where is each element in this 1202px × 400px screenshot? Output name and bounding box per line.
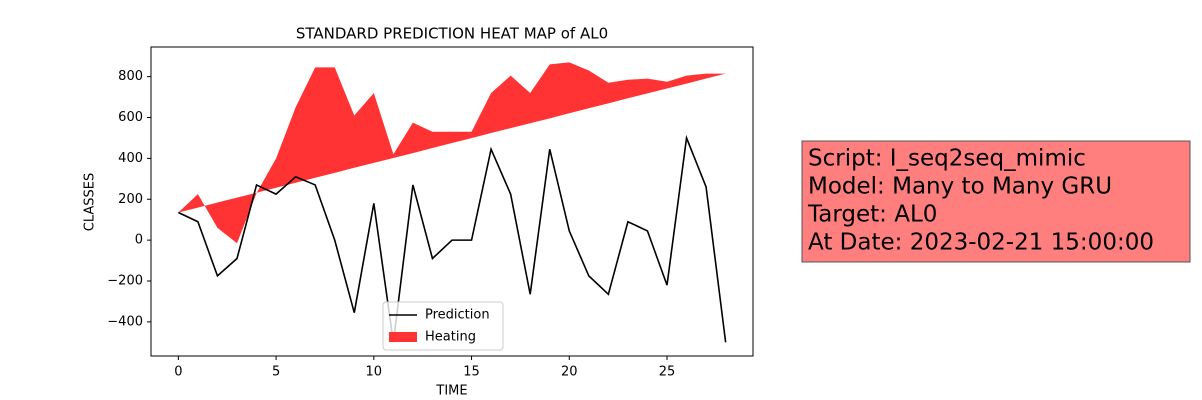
- y-tick-label: 400: [118, 151, 143, 166]
- plot-frame: [150, 46, 754, 357]
- y-axis-label: CLASSES: [83, 173, 98, 231]
- line: [178, 134, 727, 343]
- x-tick-label: 0: [174, 365, 182, 380]
- info-line: Target: AL0: [807, 202, 937, 228]
- info-line: At Date: 2023-02-21 15:00:00: [808, 230, 1154, 256]
- chart-title: STANDARD PREDICTION HEAT MAP of AL0: [296, 25, 608, 43]
- x-tick-label: 15: [463, 365, 480, 380]
- legend-label: Heating: [425, 330, 476, 345]
- y-tick-label: 600: [118, 110, 143, 125]
- info-line: Model: Many to Many GRU: [808, 174, 1112, 200]
- area: [178, 62, 726, 244]
- info-line: Script: I_seq2seq_mimic: [808, 146, 1086, 172]
- y-tick-label: 800: [118, 69, 143, 84]
- y-tick-label: −400: [107, 314, 143, 329]
- y-tick-label: −200: [107, 273, 143, 288]
- legend-swatch: [389, 332, 417, 342]
- x-axis-label: TIME: [435, 384, 467, 399]
- x-tick-label: 10: [366, 365, 383, 380]
- x-tick-label: 5: [272, 365, 280, 380]
- info-box: [801, 140, 1191, 263]
- x-tick-label: 20: [561, 365, 578, 380]
- y-tick-label: 0: [135, 233, 143, 248]
- legend-label: Prediction: [425, 308, 490, 323]
- y-tick-label: 200: [118, 192, 143, 207]
- x-tick-label: 25: [659, 365, 676, 380]
- legend: Prediction Heating: [382, 301, 504, 351]
